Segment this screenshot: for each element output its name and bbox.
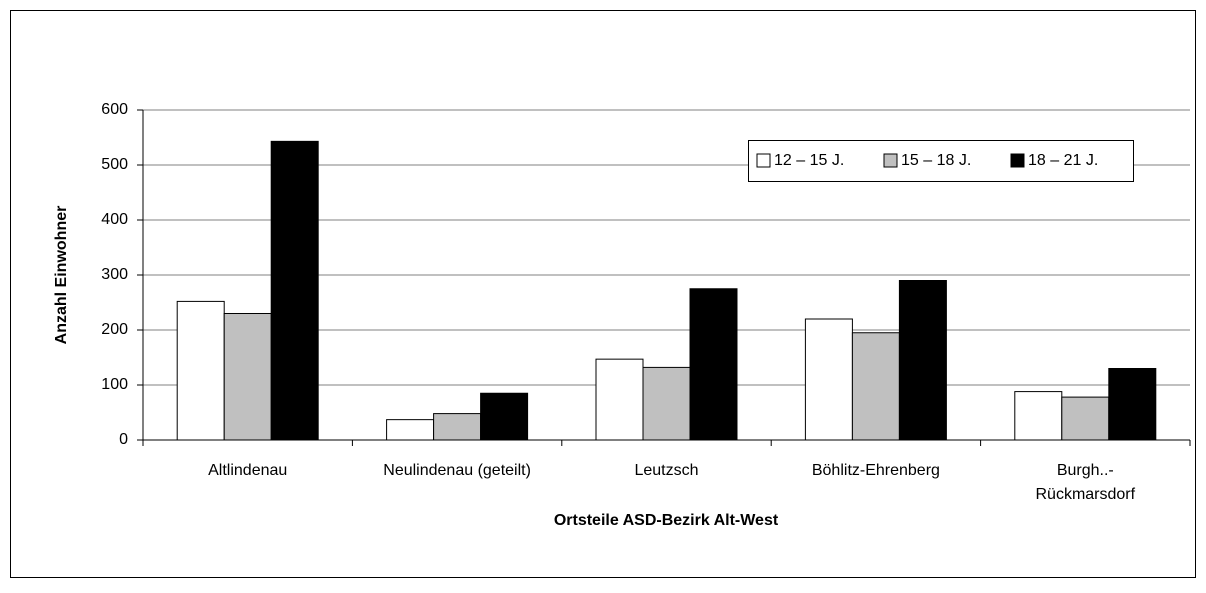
bar — [433, 413, 482, 441]
bar — [642, 366, 691, 441]
legend-swatch — [756, 153, 771, 168]
bar — [851, 332, 900, 441]
legend-label: 12 – 15 J. — [774, 152, 844, 169]
legend-label: 15 – 18 J. — [901, 152, 971, 169]
bar — [223, 313, 272, 441]
bar — [176, 300, 225, 441]
x-tick-label: Altlindenau — [208, 462, 287, 479]
legend-swatch — [1010, 153, 1025, 168]
y-axis-title: Anzahl Einwohner — [53, 206, 70, 345]
y-tick-label: 300 — [101, 266, 128, 283]
y-tick-label: 200 — [101, 321, 128, 338]
x-tick-label: Böhlitz-Ehrenberg — [812, 462, 940, 479]
bar — [898, 280, 947, 441]
bar — [270, 140, 319, 441]
bar — [1061, 396, 1110, 441]
bar — [1108, 368, 1157, 441]
x-tick-label: Rückmarsdorf — [1036, 486, 1136, 503]
chart-frame — [10, 10, 1196, 578]
y-tick-label: 600 — [101, 101, 128, 118]
x-tick-label: Burgh..- — [1057, 462, 1114, 479]
bar — [595, 358, 644, 441]
legend-box — [748, 140, 1134, 182]
legend: 12 – 15 J. 15 – 18 J. 18 – 21 J. — [748, 140, 1134, 182]
x-axis-title: Ortsteile ASD-Bezirk Alt-West — [554, 512, 779, 529]
bar — [804, 318, 853, 441]
bar — [480, 392, 529, 441]
bar — [386, 419, 435, 441]
y-tick-label: 500 — [101, 156, 128, 173]
legend-label: 18 – 21 J. — [1028, 152, 1098, 169]
bar — [1014, 391, 1063, 441]
y-tick-label: 100 — [101, 376, 128, 393]
legend-swatch — [883, 153, 898, 168]
bar — [689, 288, 738, 441]
x-tick-label: Neulindenau (geteilt) — [383, 462, 531, 479]
x-tick-label: Leutzsch — [634, 462, 698, 479]
y-tick-label: 0 — [119, 431, 128, 448]
y-tick-label: 400 — [101, 211, 128, 228]
